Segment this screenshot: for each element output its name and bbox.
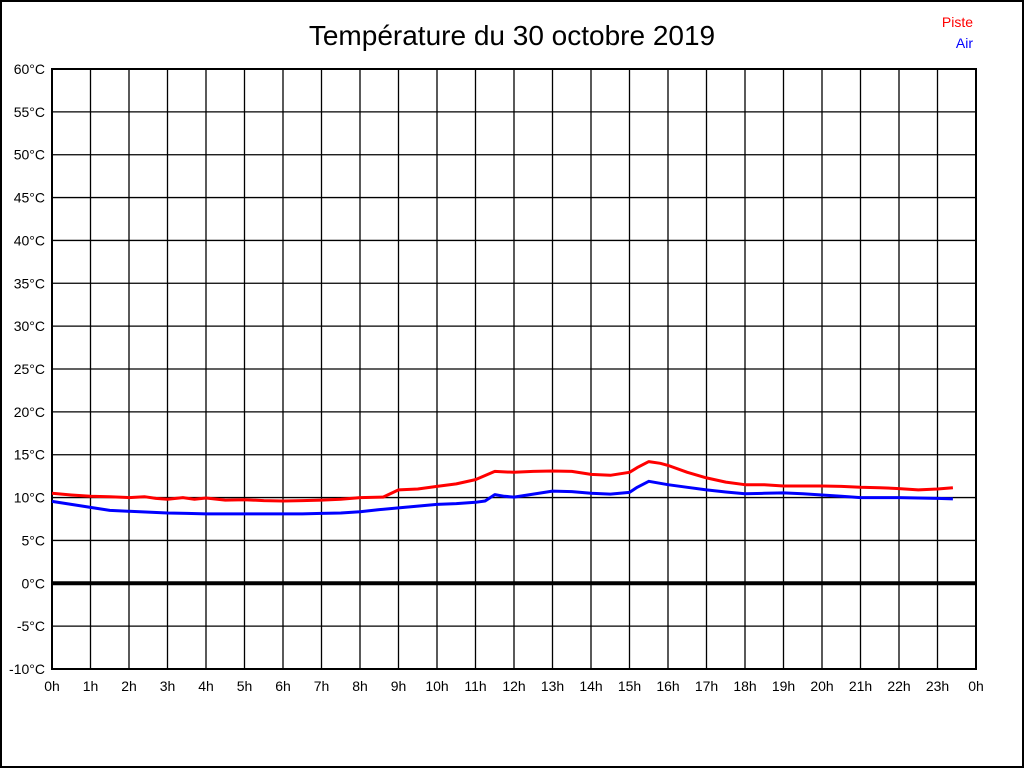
x-tick-label: 13h [541, 678, 564, 694]
series-line-air [51, 479, 953, 516]
y-tick-label: 55°C [14, 104, 45, 120]
y-tick-label: 35°C [14, 275, 45, 291]
y-tick-label: -5°C [17, 618, 45, 634]
x-tick-label: 0h [44, 678, 60, 694]
y-tick-label: -10°C [9, 661, 45, 677]
x-tick-label: 8h [352, 678, 368, 694]
x-tick-label: 2h [121, 678, 137, 694]
y-tick-label: 25°C [14, 361, 45, 377]
x-tick-label: 16h [656, 678, 679, 694]
y-tick-label: 60°C [14, 61, 45, 77]
x-tick-label: 3h [160, 678, 176, 694]
x-tick-label: 19h [772, 678, 795, 694]
x-tick-label: 0h [968, 678, 984, 694]
y-tick-label: 45°C [14, 190, 45, 206]
chart-title: Température du 30 octobre 2019 [308, 20, 716, 51]
x-tick-label: 7h [314, 678, 330, 694]
x-tick-label: 4h [198, 678, 214, 694]
x-tick-label: 14h [579, 678, 602, 694]
plot-border [51, 68, 977, 670]
legend-item-air: Air [955, 35, 973, 51]
x-tick-label: 20h [810, 678, 833, 694]
x-tick-label: 1h [83, 678, 99, 694]
x-tick-label: 15h [618, 678, 641, 694]
x-tick-label: 11h [464, 678, 486, 694]
y-tick-label: 50°C [14, 147, 45, 163]
x-tick-label: 17h [695, 678, 718, 694]
x-tick-label: 18h [733, 678, 756, 694]
y-tick-label: 30°C [14, 318, 45, 334]
y-tick-label: 0°C [22, 575, 46, 591]
x-tick-label: 5h [237, 678, 253, 694]
x-tick-label: 21h [849, 678, 872, 694]
x-tick-label: 9h [391, 678, 407, 694]
y-tick-label: 10°C [14, 490, 45, 506]
y-tick-label: 20°C [14, 404, 45, 420]
legend: Piste Air [942, 12, 973, 54]
y-tick-label: 40°C [14, 232, 45, 248]
x-tick-label: 10h [425, 678, 448, 694]
x-tick-label: 22h [887, 678, 910, 694]
x-tick-label: 23h [926, 678, 949, 694]
y-tick-label: 5°C [22, 532, 46, 548]
y-tick-label: 15°C [14, 447, 45, 463]
legend-item-piste: Piste [941, 14, 973, 30]
x-tick-label: 12h [502, 678, 525, 694]
series-line-piste [51, 460, 954, 503]
x-tick-label: 6h [275, 678, 291, 694]
